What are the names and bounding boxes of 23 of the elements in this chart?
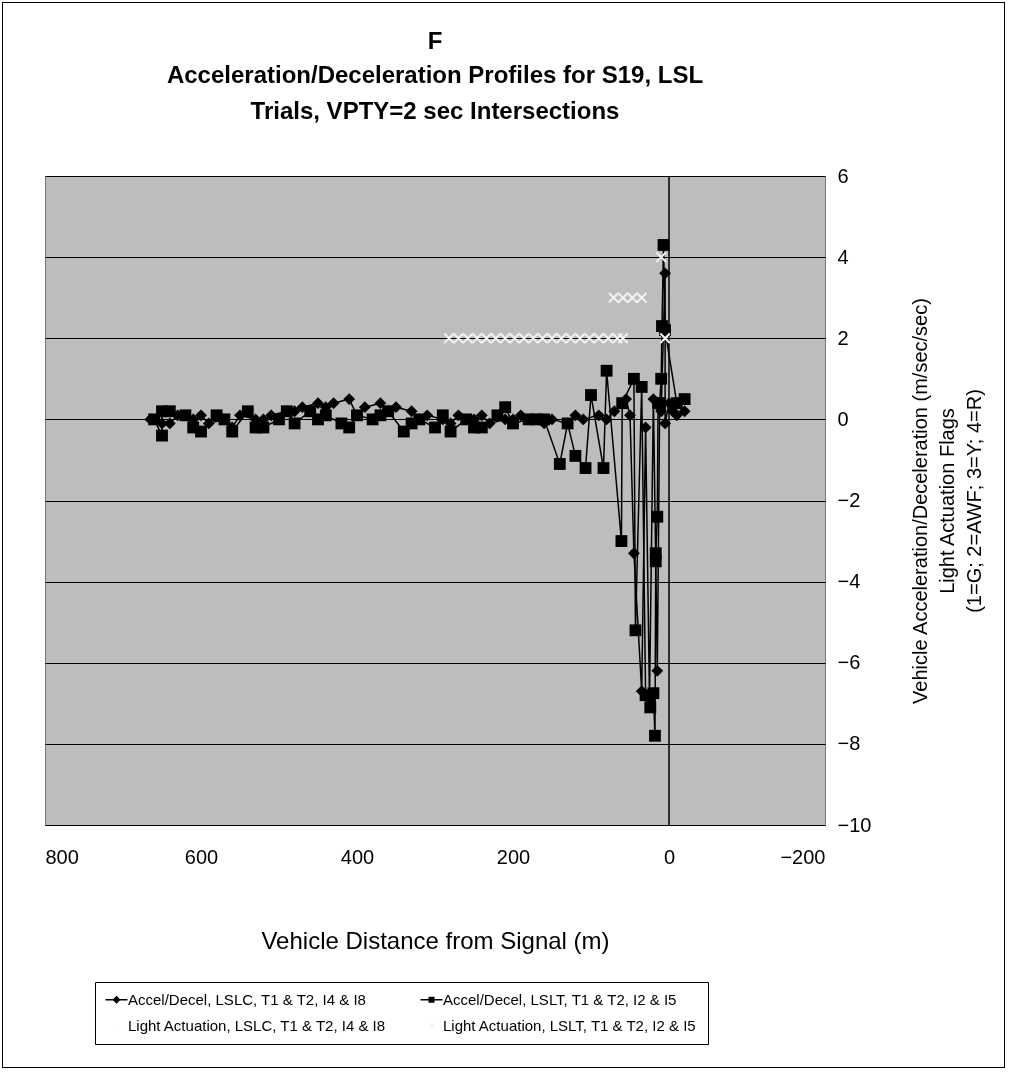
y-tick-label: −10 bbox=[837, 813, 872, 836]
x-tick-label: 400 bbox=[340, 845, 375, 868]
y-tick-label: 2 bbox=[837, 326, 849, 349]
y-tick-label: 4 bbox=[837, 245, 849, 268]
legend-label: Accel/Decel, LSLC, T1 & T2, I4 & I8 bbox=[128, 990, 366, 1008]
x-tick-label: −200 bbox=[780, 845, 826, 868]
x-tick-label: 600 bbox=[184, 845, 219, 868]
x-axis-title: Vehicle Distance from Signal (m) bbox=[261, 926, 610, 954]
y-tick-label: 0 bbox=[837, 407, 849, 430]
y-axis-title: Vehicle Acceleration/Deceleration (m/sec/sec) Light Actuation Flags (1=G; 2=AWF; 3=Y; 4=R) bbox=[909, 298, 986, 704]
y-tick-label: −4 bbox=[837, 570, 861, 593]
x-tick-label: 0 bbox=[663, 845, 676, 868]
chart-subtitle: Acceleration/Deceleration Profiles for S19, LSL Trials, VPTY=2 sec Intersections bbox=[166, 61, 704, 124]
chart-title: F bbox=[427, 27, 443, 54]
y-tick-label: −2 bbox=[837, 489, 861, 511]
legend-label: Light Actuation, LSLC, T1 & T2, I4 & I8 bbox=[128, 1016, 386, 1034]
x-tick-label: 200 bbox=[496, 845, 531, 868]
y-tick-label: −8 bbox=[837, 732, 861, 755]
x-tick-label: 800 bbox=[45, 845, 79, 868]
y-tick-label: 6 bbox=[837, 164, 849, 187]
legend-label: Light Actuation, LSLT, T1 & T2, I2 & I5 bbox=[443, 1016, 696, 1034]
legend-label: Accel/Decel, LSLT, T1 & T2, I2 & I5 bbox=[443, 990, 677, 1008]
y-tick-label: −6 bbox=[837, 651, 861, 674]
